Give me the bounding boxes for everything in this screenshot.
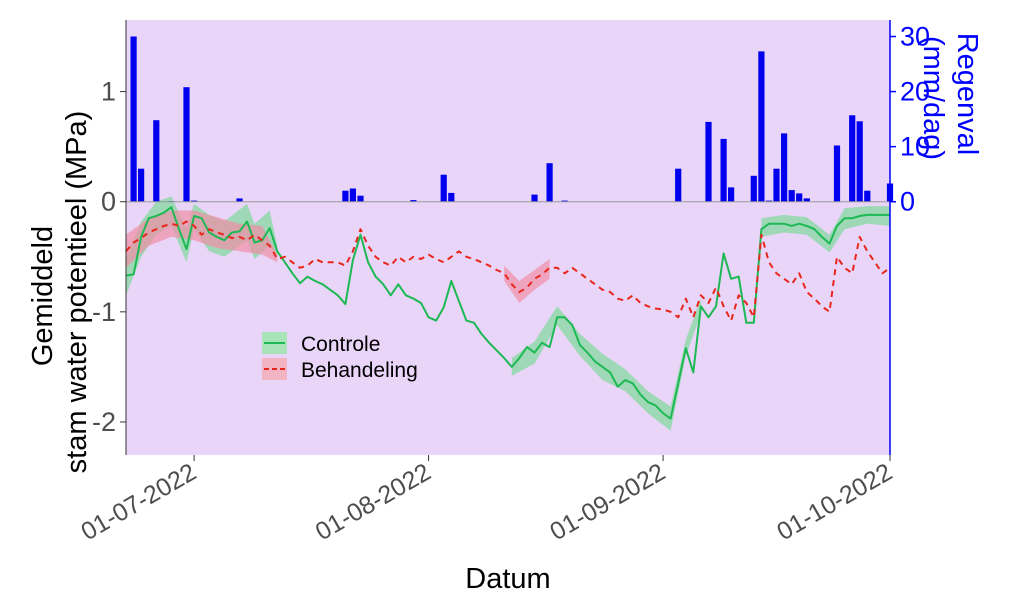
rain-bar-2022-09-18 xyxy=(788,190,795,202)
series-line-behandeling xyxy=(125,220,891,322)
x-axis-ticks: 01-07-2022 01-08-2022 01-09-2022 01-10-2022 xyxy=(76,455,897,546)
rain-bar-2022-09-03 xyxy=(675,168,682,202)
legend-label-behandeling: Behandeling xyxy=(301,359,418,382)
y-tick-label: -2 xyxy=(92,407,116,437)
x-tick-label: 01-08-2022 xyxy=(311,458,436,546)
rain-bar-2022-09-26 xyxy=(849,115,856,202)
y2-axis-title: Regenval (mm/dag) xyxy=(917,33,983,164)
x-tick-label: 01-10-2022 xyxy=(772,458,897,546)
rain-bar-2022-07-07 xyxy=(236,198,243,202)
rain-bar-2022-07-01 xyxy=(191,200,198,202)
rain-bar-2022-08-17 xyxy=(546,163,553,202)
confidence-bands xyxy=(126,196,890,431)
band-controle-2 xyxy=(761,206,890,253)
y2-axis-ticks: 0 10 20 30 xyxy=(890,22,930,217)
rain-bar-2022-09-20 xyxy=(803,198,810,202)
band-controle-1 xyxy=(511,298,701,431)
rain-bar-2022-09-17 xyxy=(781,133,788,202)
rain-bar-2022-09-15 xyxy=(765,200,773,202)
rain-bar-2022-08-03 xyxy=(440,174,447,202)
y2-tick-label: 30 xyxy=(900,22,930,52)
rain-bar-2022-09-27 xyxy=(856,121,863,202)
x-tick-label: 01-09-2022 xyxy=(545,458,670,546)
rain-bar-2022-07-30 xyxy=(410,200,417,202)
rain-bar-2022-08-15 xyxy=(531,194,538,202)
rain-bar-2022-09-28 xyxy=(864,190,871,202)
rain-bar-2022-08-19 xyxy=(561,200,568,202)
y2-tick-label: 0 xyxy=(900,187,915,217)
rain-bar-2022-09-09 xyxy=(720,138,727,202)
y2-tick-label: 10 xyxy=(900,132,930,162)
rain-bar-2022-09-07 xyxy=(705,121,712,202)
rain-bar-2022-06-30 xyxy=(183,87,190,202)
x-tick-label: 01-07-2022 xyxy=(76,458,201,546)
rain-bar-2022-09-13 xyxy=(750,175,757,202)
rain-bar-2022-08-04 xyxy=(448,192,455,202)
y-axis-title: Gemiddeld stam water potentieel (MPa) xyxy=(27,111,93,474)
y-tick-label: -1 xyxy=(92,297,116,327)
legend: Controle Behandeling xyxy=(262,332,418,382)
rain-bar-2022-06-23 xyxy=(130,36,137,202)
rain-bar-2022-06-26 xyxy=(153,120,160,202)
band-behandeling-0 xyxy=(126,210,278,268)
rain-bar-2022-09-10 xyxy=(728,187,735,202)
rain-bar-2022-07-23 xyxy=(357,195,364,202)
band-behandeling-1 xyxy=(504,259,550,303)
y-axis-ticks: -2 -1 0 1 xyxy=(92,77,126,437)
y2-tick-label: 20 xyxy=(900,77,930,107)
rain-bar-2022-09-19 xyxy=(796,193,803,202)
legend-label-controle: Controle xyxy=(301,333,380,356)
rain-bar-2022-07-21 xyxy=(342,190,349,202)
rain-bar-2022-09-24 xyxy=(833,145,841,202)
rain-bar-2022-09-16 xyxy=(773,168,780,202)
rain-bar-2022-07-22 xyxy=(349,188,356,202)
rain-bars xyxy=(130,36,894,202)
series-lines xyxy=(125,206,891,420)
series-line-controle xyxy=(125,206,890,420)
rain-bar-2022-09-14 xyxy=(758,51,765,202)
x-axis-title: Datum xyxy=(465,563,550,595)
y-tick-label: 0 xyxy=(101,187,116,217)
y-tick-label: 1 xyxy=(101,77,116,107)
rain-bar-2022-06-24 xyxy=(138,168,145,202)
